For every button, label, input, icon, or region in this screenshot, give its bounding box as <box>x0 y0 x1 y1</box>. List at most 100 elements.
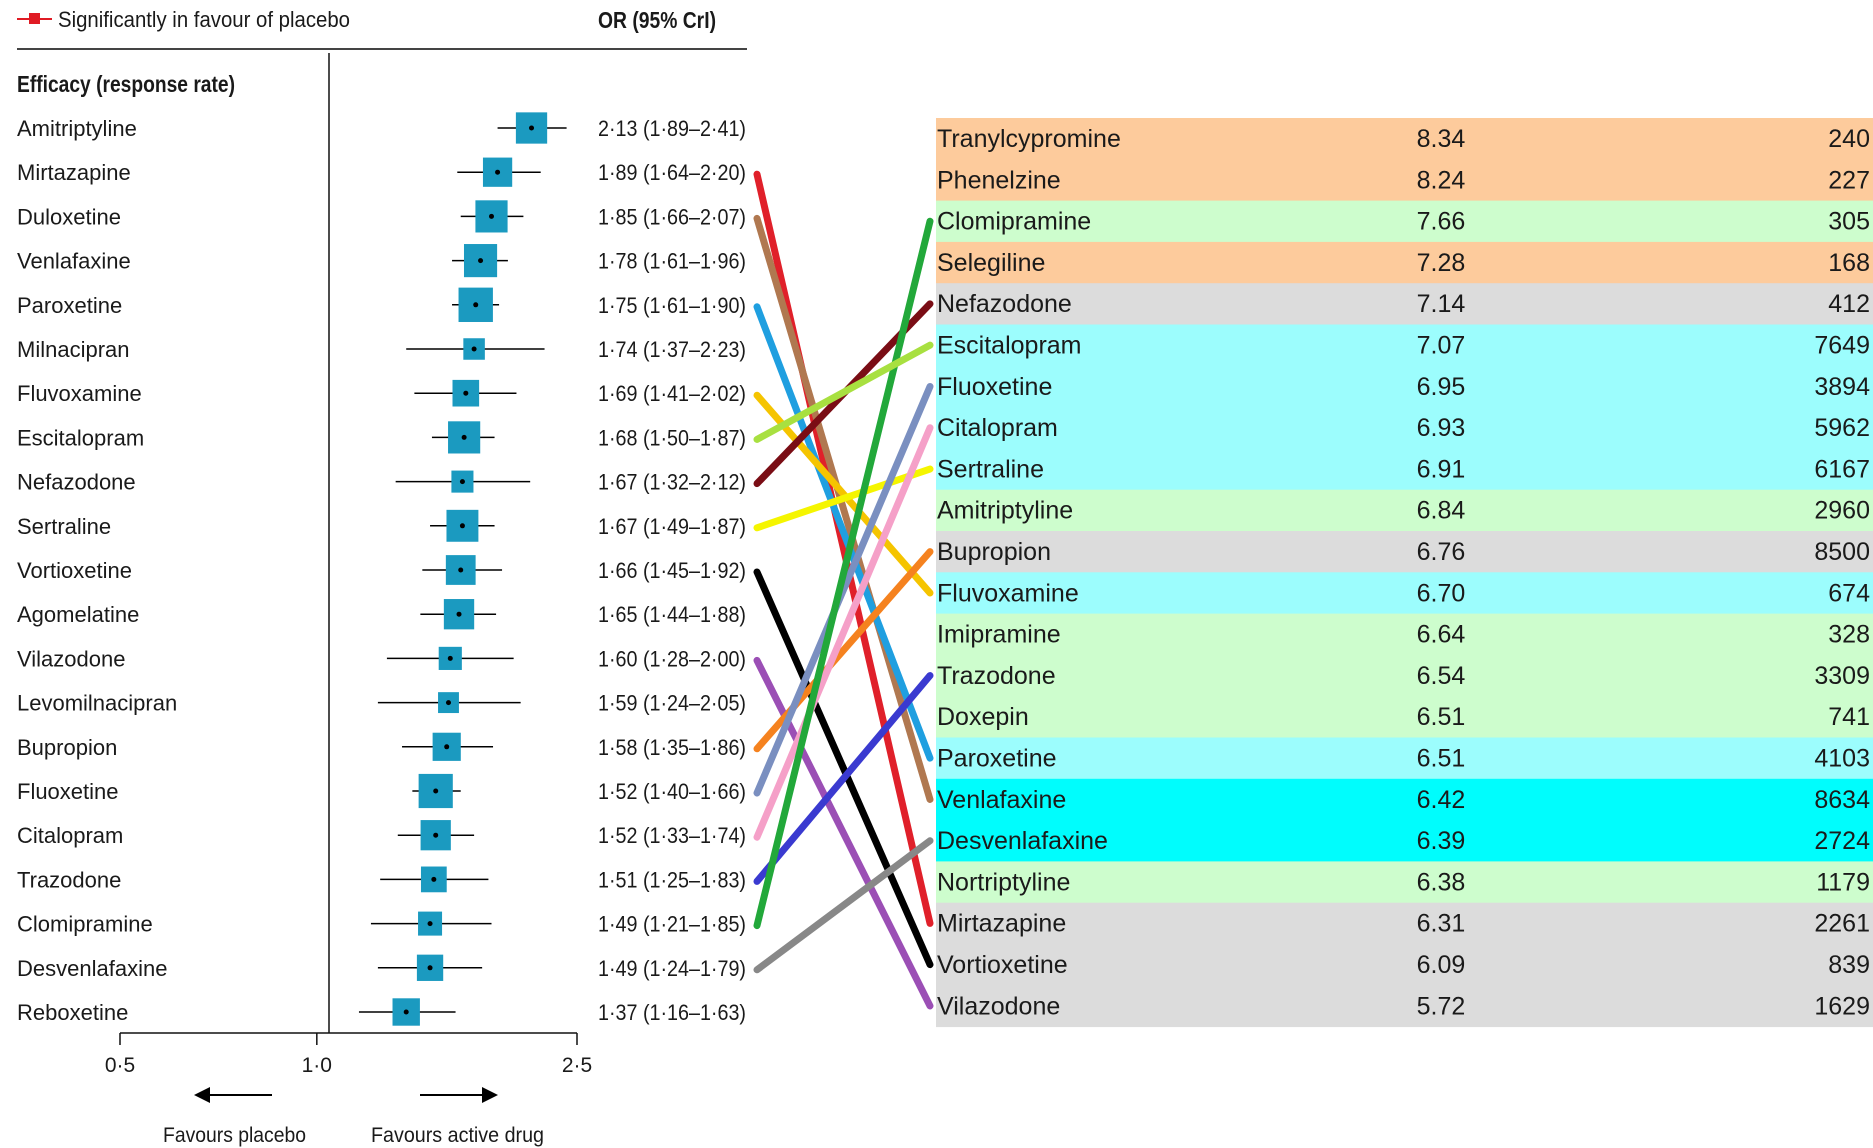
table-score: 6.51 <box>1417 703 1466 731</box>
favours-active-drug: Favours active drug <box>371 1087 544 1147</box>
table-score: 6.51 <box>1417 745 1466 773</box>
row-background <box>936 613 1873 656</box>
estimate-point <box>431 876 437 882</box>
estimate-point <box>403 1009 409 1015</box>
table-drug: Mirtazapine <box>937 910 1066 938</box>
table-drug: Trazodone <box>937 662 1056 690</box>
table-count: 1179 <box>1816 868 1870 896</box>
ci-text: 1·78 (1·61–1·96) <box>598 249 746 274</box>
table-count: 2960 <box>1814 497 1870 525</box>
forest-row: Clomipramine 1·49 (1·21–1·85) <box>17 911 746 937</box>
row-background <box>936 324 1873 367</box>
drug-label: Vilazodone <box>17 646 125 671</box>
table-count: 8500 <box>1814 538 1870 566</box>
table-count: 4103 <box>1814 745 1870 773</box>
estimate-point <box>478 258 484 264</box>
forest-row: Fluoxetine 1·52 (1·40–1·66) <box>17 773 746 809</box>
connector-line <box>753 391 934 597</box>
table-drug: Citalopram <box>937 414 1058 442</box>
table-score: 6.84 <box>1417 497 1466 525</box>
row-background <box>936 820 1873 862</box>
table-row: Imipramine 6.64 328 <box>936 613 1873 656</box>
estimate-point <box>473 302 479 308</box>
right-arrow-head <box>482 1087 498 1103</box>
estimate-point <box>427 921 433 927</box>
ci-text: 1·74 (1·37–2·23) <box>598 337 746 362</box>
table-count: 3894 <box>1814 373 1870 401</box>
row-background <box>936 944 1873 986</box>
table-score: 8.24 <box>1417 166 1466 194</box>
forest-row: Trazodone 1·51 (1·25–1·83) <box>17 866 746 892</box>
estimate-point <box>445 700 451 706</box>
legend-label: Significantly in favour of placebo <box>58 7 350 32</box>
drug-label: Nefazodone <box>17 470 136 495</box>
table-score: 5.72 <box>1417 992 1466 1020</box>
ci-text: 1·49 (1·21–1·85) <box>598 912 746 937</box>
x-tick-label: 1·0 <box>302 1054 332 1077</box>
row-background <box>936 448 1873 491</box>
table-score: 7.14 <box>1417 290 1466 318</box>
drug-label: Sertraline <box>17 514 111 539</box>
table-row: Fluvoxamine 6.70 674 <box>936 572 1873 615</box>
table-drug: Escitalopram <box>937 332 1082 360</box>
row-background <box>936 407 1873 449</box>
forest-row: Levomilnacipran 1·59 (1·24–2·05) <box>17 691 746 716</box>
drug-label: Levomilnacipran <box>17 691 177 716</box>
drug-label: Amitriptyline <box>17 116 137 141</box>
table-row: Clomipramine 7.66 305 <box>936 200 1873 243</box>
table-score: 7.28 <box>1417 249 1466 277</box>
table-count: 240 <box>1828 125 1870 153</box>
ci-text: 1·66 (1·45–1·92) <box>598 558 746 583</box>
connector-line <box>753 568 934 969</box>
forest-row: Nefazodone 1·67 (1·32–2·12) <box>17 470 746 495</box>
table-row: Trazodone 6.54 3309 <box>936 654 1873 697</box>
ci-text: 1·60 (1·28–2·00) <box>598 646 746 671</box>
table-row: Vilazodone 5.72 1629 <box>936 985 1873 1028</box>
row-background <box>936 902 1873 945</box>
drug-label: Venlafaxine <box>17 249 131 274</box>
table-score: 6.93 <box>1417 414 1466 442</box>
connector-lines <box>753 170 934 1010</box>
left-arrow-head <box>194 1087 210 1103</box>
table-row: Nortriptyline 6.38 1179 <box>936 861 1873 904</box>
connector-line <box>753 170 934 927</box>
connector-line <box>753 214 934 803</box>
table-score: 6.64 <box>1417 621 1466 649</box>
ci-text: 1·67 (1·32–2·12) <box>598 470 746 495</box>
row-background <box>936 572 1873 615</box>
forest-row: Sertraline 1·67 (1·49–1·87) <box>17 509 746 542</box>
connector-line <box>753 303 934 762</box>
connector-line <box>753 217 934 930</box>
row-background <box>936 283 1873 325</box>
table-count: 741 <box>1828 703 1870 731</box>
table-drug: Fluoxetine <box>937 373 1052 401</box>
table-count: 1629 <box>1814 992 1870 1020</box>
forest-row: Vilazodone 1·60 (1·28–2·00) <box>17 646 746 671</box>
table-drug: Bupropion <box>937 538 1051 566</box>
table-score: 6.91 <box>1417 455 1466 483</box>
estimate-point <box>456 611 462 617</box>
x-tick-label: 0·5 <box>105 1054 135 1077</box>
table-score: 6.95 <box>1417 373 1466 401</box>
row-background <box>936 531 1873 573</box>
ci-text: 1·89 (1·64–2·20) <box>598 160 746 185</box>
row-background <box>936 489 1873 532</box>
section-title: Efficacy (response rate) <box>17 71 235 97</box>
forest-row: Vortioxetine 1·66 (1·45–1·92) <box>17 555 746 585</box>
drug-label: Trazodone <box>17 867 121 892</box>
forest-row: Bupropion 1·58 (1·35–1·86) <box>17 732 746 761</box>
drug-label: Vortioxetine <box>17 558 132 583</box>
drug-label: Fluvoxamine <box>17 381 142 406</box>
row-background <box>936 696 1873 738</box>
table-count: 2261 <box>1814 910 1870 938</box>
table-score: 6.39 <box>1417 827 1466 855</box>
ci-text: 1·67 (1·49–1·87) <box>598 514 746 539</box>
favours-active-drug-label: Favours active drug <box>371 1124 544 1147</box>
forest-row: Amitriptyline 2·13 (1·89–2·41) <box>17 112 746 144</box>
row-background <box>936 118 1873 160</box>
table-drug: Imipramine <box>937 621 1061 649</box>
connector-line <box>753 382 934 797</box>
drug-label: Bupropion <box>17 735 117 760</box>
drug-label: Reboxetine <box>17 1000 128 1025</box>
table-drug: Fluvoxamine <box>937 579 1079 607</box>
